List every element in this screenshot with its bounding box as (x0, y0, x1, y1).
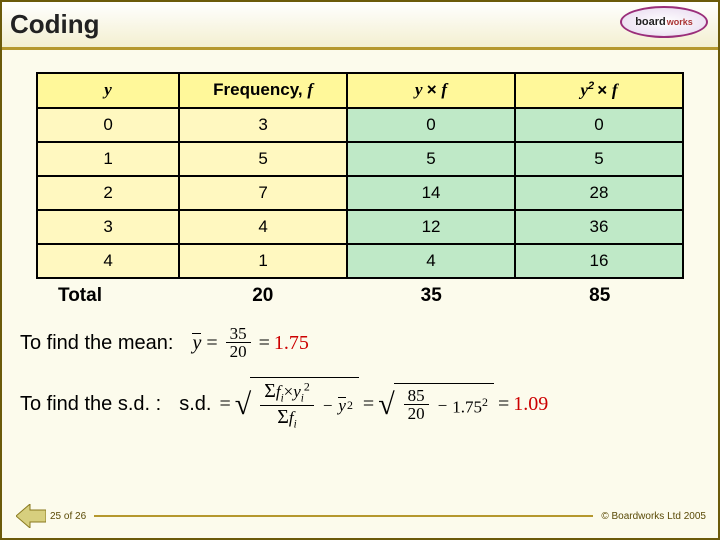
equals-sign: = (363, 393, 374, 416)
cell-yf: 12 (347, 210, 515, 244)
cell-y2f: 16 (515, 244, 683, 278)
table-row: 0 3 0 0 (37, 108, 683, 142)
totals-y2f: 85 (515, 285, 683, 307)
footer-rule (94, 515, 593, 517)
fraction-den: 20 (226, 343, 251, 362)
fraction: 35 20 (226, 325, 251, 362)
sd-lhs: s.d. (179, 393, 211, 416)
radical-icon: √ (235, 390, 251, 420)
cell-y2f: 0 (515, 108, 683, 142)
frequency-table: y Frequency, f y × f y2 × f 0 3 0 0 1 5 … (36, 72, 684, 279)
ybar-symbol: y (191, 332, 202, 355)
sd-formula: s.d. = √ Σfi×yi2 Σfi − y2 = √ 85 (179, 377, 548, 432)
fraction-num: 35 (226, 325, 251, 343)
logo-text-left: board (635, 16, 666, 28)
logo-oval: boardworks (620, 6, 708, 38)
cell-y: 4 (37, 244, 179, 278)
footer: 25 of 26 © Boardworks Ltd 2005 (14, 502, 706, 530)
back-arrow-icon (16, 504, 46, 528)
table-row: 1 5 5 5 (37, 142, 683, 176)
mean-result: 1.75 (274, 332, 309, 355)
radical-icon: √ (378, 390, 394, 420)
cell-y: 1 (37, 142, 179, 176)
cell-y2f: 5 (515, 142, 683, 176)
ybar-symbol: y (337, 396, 347, 416)
header-band: Coding boardworks (2, 2, 718, 50)
cell-y: 2 (37, 176, 179, 210)
col-header-frequency: Frequency, f (179, 73, 347, 108)
fraction-den: Σfi (273, 406, 300, 431)
col-header-y2f: y2 × f (515, 73, 683, 108)
cell-yf: 4 (347, 244, 515, 278)
equals-sign: = (219, 393, 230, 416)
minus-sign: − (438, 396, 448, 416)
table-row: 4 1 4 16 (37, 244, 683, 278)
totals-label: Total (36, 285, 179, 307)
slide-title: Coding (10, 9, 100, 40)
mean-formula: y = 35 20 = 1.75 (191, 325, 308, 362)
totals-row: Total 20 35 85 (36, 285, 684, 307)
col-header-y: y (37, 73, 179, 108)
cell-y: 0 (37, 108, 179, 142)
cell-f: 4 (179, 210, 347, 244)
table-row: 3 4 12 36 (37, 210, 683, 244)
equals-sign: = (498, 393, 509, 416)
fraction-num: Σfi×yi2 (260, 381, 314, 405)
totals-yf: 35 (347, 285, 515, 307)
under-root: 85 20 − 1.752 (394, 383, 494, 426)
mean-label: To find the mean: (20, 332, 173, 355)
logo-text-right: works (667, 17, 693, 27)
cell-y2f: 28 (515, 176, 683, 210)
fraction: Σfi×yi2 Σfi (260, 381, 314, 430)
cell-f: 7 (179, 176, 347, 210)
cell-f: 3 (179, 108, 347, 142)
page-count: 25 of 26 (50, 511, 86, 522)
cell-yf: 14 (347, 176, 515, 210)
cell-yf: 5 (347, 142, 515, 176)
cell-f: 1 (179, 244, 347, 278)
sqrt-symbolic: √ Σfi×yi2 Σfi − y2 (235, 377, 359, 432)
mean-line: To find the mean: y = 35 20 = 1.75 (2, 325, 718, 362)
cell-y2f: 36 (515, 210, 683, 244)
sd-line: To find the s.d. : s.d. = √ Σfi×yi2 Σfi … (2, 377, 718, 432)
cell-f: 5 (179, 142, 347, 176)
col-header-yf: y × f (347, 73, 515, 108)
copyright: © Boardworks Ltd 2005 (601, 511, 706, 522)
table-header-row: y Frequency, f y × f y2 × f (37, 73, 683, 108)
sd-label: To find the s.d. : (20, 393, 161, 416)
back-arrow-button[interactable] (14, 502, 48, 530)
equals-sign: = (259, 332, 270, 355)
fraction: 85 20 (404, 387, 429, 424)
slide: Coding boardworks y Frequency, f y × f y… (0, 0, 720, 540)
cell-yf: 0 (347, 108, 515, 142)
fraction-den: 20 (404, 405, 429, 424)
logo: boardworks (618, 4, 710, 40)
cell-y: 3 (37, 210, 179, 244)
footer-left: 25 of 26 (14, 502, 86, 530)
minus-sign: − (323, 396, 333, 416)
under-root: Σfi×yi2 Σfi − y2 (250, 377, 359, 432)
mean-squared: 1.752 (452, 395, 488, 418)
sqrt-numeric: √ 85 20 − 1.752 (378, 383, 494, 426)
fraction-num: 85 (404, 387, 429, 405)
sd-result: 1.09 (513, 393, 548, 416)
equals-sign: = (206, 332, 217, 355)
totals-f: 20 (179, 285, 347, 307)
table-row: 2 7 14 28 (37, 176, 683, 210)
table: y Frequency, f y × f y2 × f 0 3 0 0 1 5 … (36, 72, 684, 279)
